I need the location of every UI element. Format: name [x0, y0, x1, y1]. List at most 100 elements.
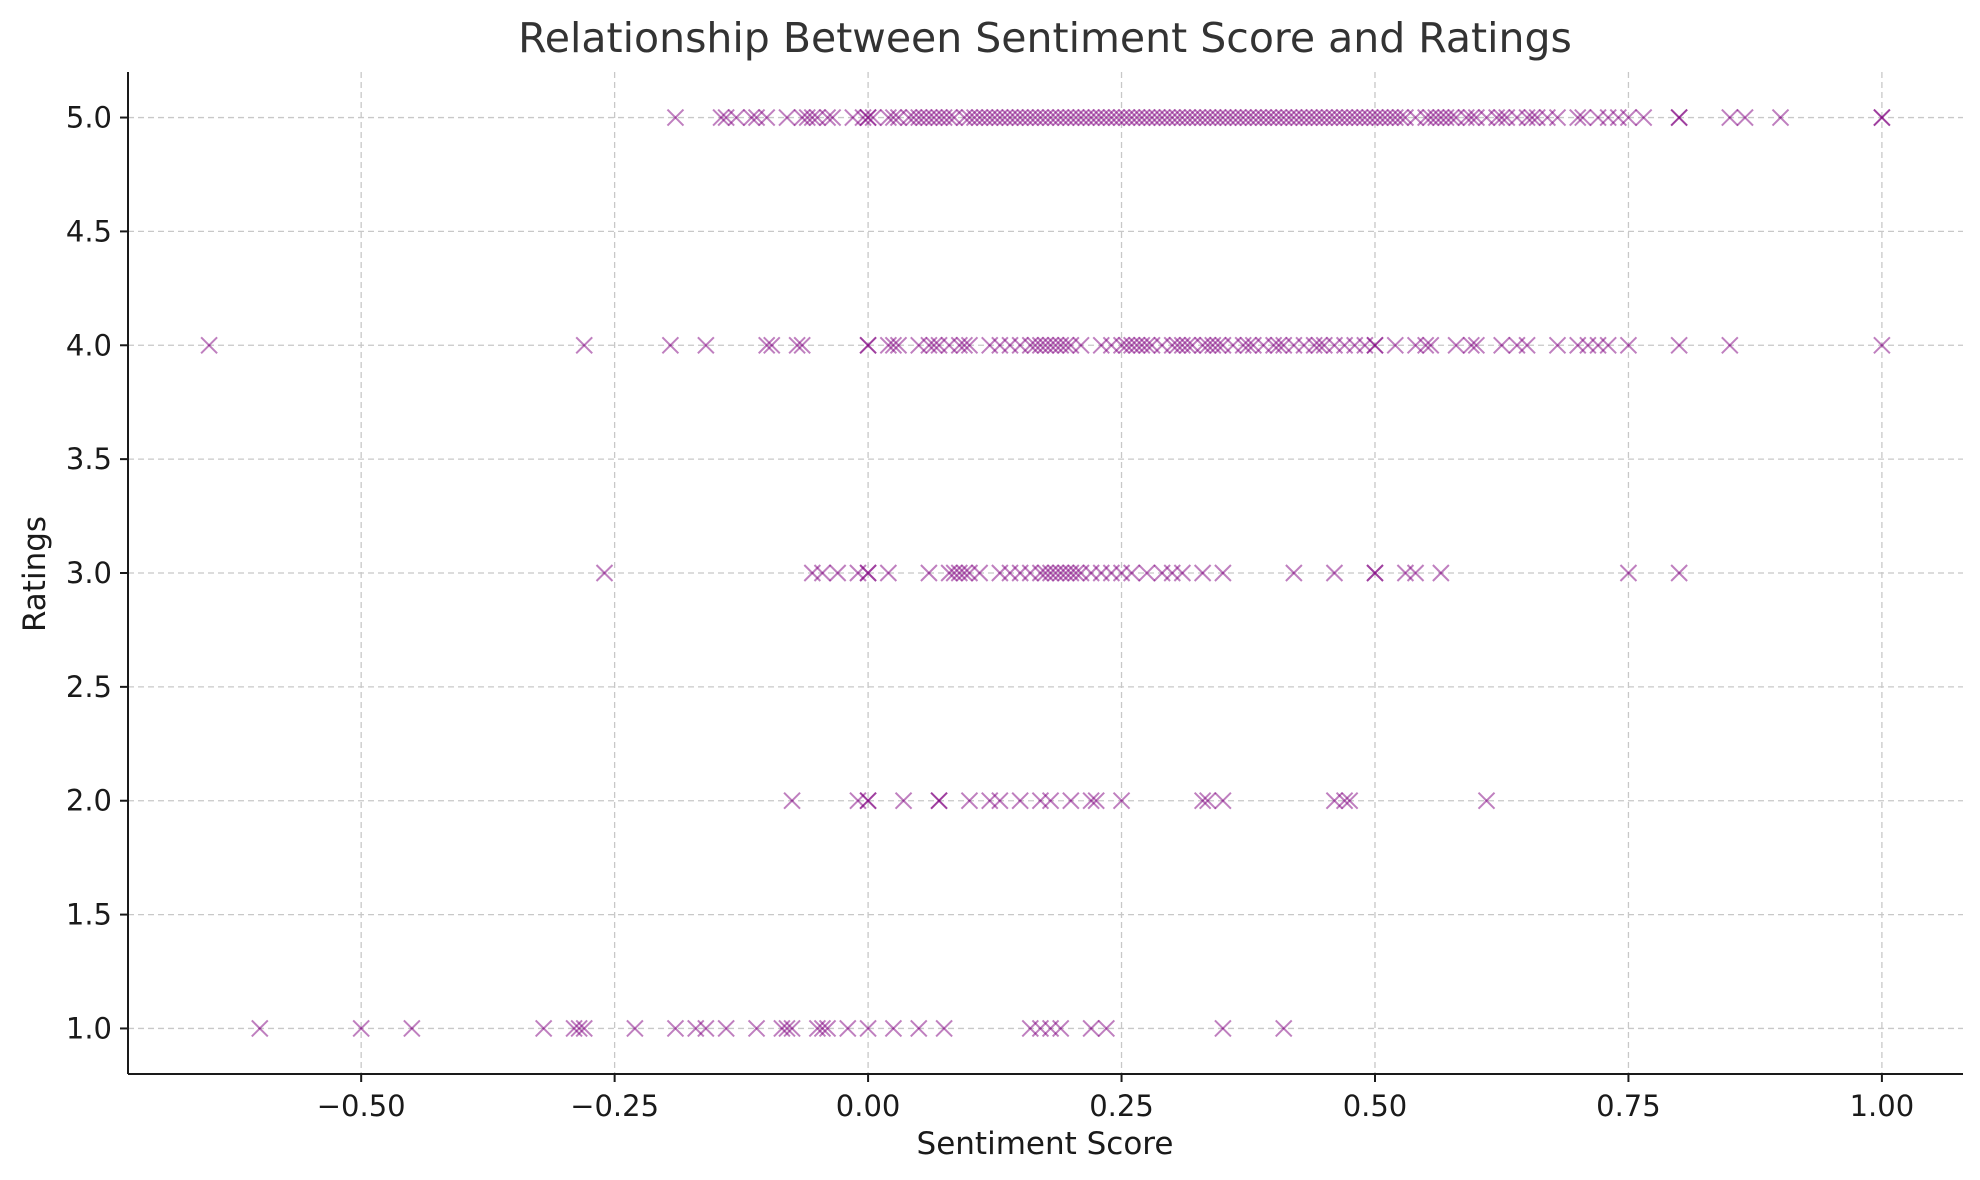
- data-point: [1340, 792, 1359, 810]
- x-axis-label: Sentiment Score: [917, 1126, 1174, 1162]
- data-point: [1214, 1019, 1232, 1038]
- data-point: [727, 108, 745, 127]
- data-point: [778, 108, 796, 127]
- data-point: [823, 108, 842, 127]
- y-tick-label: 2.5: [66, 670, 112, 704]
- data-point: [1269, 336, 1288, 354]
- data-point: [1493, 336, 1511, 354]
- data-point: [1062, 792, 1080, 810]
- chart-title: Relationship Between Sentiment Score and…: [518, 14, 1572, 62]
- data-point: [1462, 336, 1481, 354]
- data-point: [859, 1019, 877, 1038]
- data-point: [991, 792, 1009, 810]
- data-point: [1072, 336, 1090, 354]
- data-point: [783, 792, 801, 810]
- data-point: [1422, 336, 1440, 354]
- data-point: [960, 336, 979, 354]
- y-tick-label: 1.0: [66, 1011, 112, 1045]
- data-point: [1670, 108, 1688, 127]
- data-point: [1391, 108, 1410, 127]
- data-point: [818, 1019, 837, 1038]
- data-point: [763, 336, 781, 354]
- data-point: [1173, 564, 1192, 582]
- data-point: [1477, 792, 1496, 810]
- data-point: [1082, 1019, 1100, 1038]
- data-point: [712, 108, 730, 127]
- data-point: [1523, 108, 1541, 127]
- data-point: [884, 1019, 903, 1038]
- data-point: [1310, 336, 1328, 354]
- data-point: [595, 564, 614, 582]
- data-point: [955, 564, 974, 582]
- data-point: [1447, 336, 1465, 354]
- y-axis-label: Ratings: [17, 516, 53, 632]
- data-point: [697, 1019, 715, 1038]
- data-point: [960, 792, 979, 810]
- data-point: [1325, 564, 1344, 582]
- data-point: [1275, 1019, 1293, 1038]
- data-point: [1670, 336, 1688, 354]
- tick-labels: −0.50 −0.25 0.00 0.25 0.50 0.75 1.00 1.0 1.5 2.0 2…: [66, 101, 1914, 1123]
- data-point: [757, 336, 776, 354]
- data-point: [1239, 336, 1257, 354]
- data-point: [859, 336, 877, 354]
- data-point: [747, 1019, 766, 1038]
- data-point: [1199, 792, 1217, 810]
- data-point: [1209, 336, 1227, 354]
- x-tick-label: 0.25: [1089, 1089, 1154, 1123]
- data-point: [575, 1019, 593, 1038]
- y-tick-label: 4.5: [66, 214, 112, 248]
- data-point: [1416, 336, 1435, 354]
- data-point: [403, 1019, 421, 1038]
- data-points: [200, 108, 1891, 1038]
- data-point: [1087, 792, 1105, 810]
- data-point: [1518, 336, 1536, 354]
- data-point: [200, 336, 218, 354]
- data-point: [1011, 792, 1029, 810]
- data-point: [818, 108, 837, 127]
- x-tick-label: 0.75: [1596, 1089, 1661, 1123]
- data-point: [1067, 564, 1085, 582]
- data-point: [910, 1019, 928, 1038]
- data-point: [534, 1019, 553, 1038]
- data-point: [352, 1019, 370, 1038]
- data-point: [575, 336, 593, 354]
- data-point: [1138, 564, 1156, 582]
- data-point: [940, 108, 958, 127]
- x-tick-label: 0.00: [836, 1089, 901, 1123]
- data-point: [1619, 336, 1638, 354]
- data-point: [1771, 108, 1790, 127]
- data-point: [757, 108, 776, 127]
- data-point: [813, 564, 832, 582]
- data-point: [1467, 336, 1486, 354]
- data-point: [803, 108, 822, 127]
- data-point: [925, 336, 943, 354]
- data-point: [859, 564, 877, 582]
- data-point: [1335, 792, 1354, 810]
- data-point: [1112, 792, 1131, 810]
- data-point: [859, 108, 877, 127]
- x-tick-label: 0.50: [1343, 1089, 1408, 1123]
- data-point: [1057, 336, 1075, 354]
- data-point: [1193, 792, 1212, 810]
- y-tick-label: 2.0: [66, 784, 112, 818]
- data-point: [1569, 108, 1587, 127]
- data-point: [1138, 336, 1156, 354]
- data-point: [1366, 564, 1384, 582]
- x-tick-label: −0.25: [570, 1089, 659, 1123]
- data-point: [1041, 792, 1060, 810]
- data-point: [839, 1019, 857, 1038]
- data-point: [1214, 792, 1232, 810]
- data-point: [1442, 108, 1460, 127]
- data-point: [894, 792, 913, 810]
- data-point: [1122, 564, 1141, 582]
- data-point: [783, 1019, 801, 1038]
- data-point: [1386, 336, 1404, 354]
- y-tick-label: 3.0: [66, 556, 112, 590]
- data-point: [884, 108, 903, 127]
- data-point: [1462, 108, 1481, 127]
- data-point: [1574, 108, 1592, 127]
- data-point: [1214, 564, 1232, 582]
